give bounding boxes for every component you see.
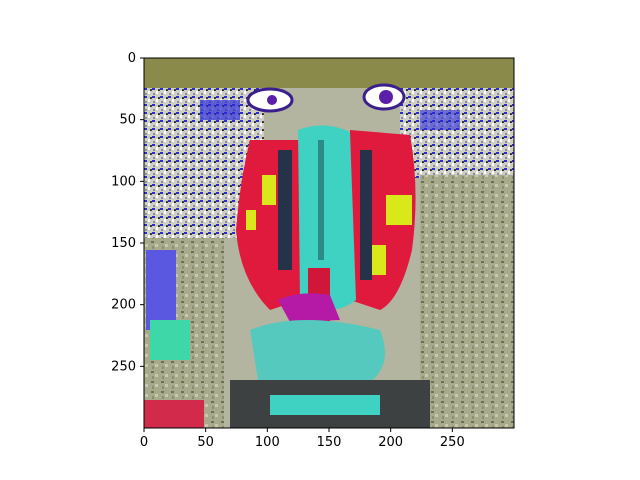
- image-left-dark-1: [278, 150, 292, 270]
- image-left-pupil: [267, 95, 277, 105]
- image-mouth-magenta: [278, 293, 340, 322]
- image-green-blotch-left: [150, 320, 190, 360]
- x-tick-label: 150: [317, 435, 342, 450]
- image-blue-blotch-left: [146, 250, 176, 330]
- image-chin-cyan: [270, 395, 380, 415]
- image-nose-center-dark: [318, 140, 324, 260]
- y-tick-label: 100: [111, 174, 136, 189]
- image-muzzle: [250, 320, 385, 396]
- y-tick-label: 200: [111, 298, 136, 313]
- y-tick-label: 0: [128, 51, 136, 66]
- x-tick-label: 200: [378, 435, 403, 450]
- image-top-band: [144, 58, 514, 88]
- x-tick-label: 50: [197, 435, 214, 450]
- x-tick-label: 250: [440, 435, 465, 450]
- image-nose-bridge: [298, 125, 356, 310]
- y-axis-ticks: 0 50 100 150 200 250: [111, 51, 144, 374]
- image-noise-right: [400, 88, 514, 178]
- image-left-yellow-1: [262, 175, 276, 205]
- image-right-yellow-1: [386, 195, 412, 225]
- image-fur-right: [420, 175, 514, 428]
- y-tick-label: 250: [111, 359, 136, 374]
- x-tick-label: 0: [140, 435, 148, 450]
- image-area: [144, 58, 514, 428]
- x-axis-ticks: 0 50 100 150 200 250: [140, 428, 465, 450]
- image-right-yellow-2: [372, 245, 386, 275]
- image-blue-specks: [200, 100, 240, 120]
- x-tick-label: 100: [255, 435, 280, 450]
- y-tick-label: 50: [119, 113, 136, 128]
- image-right-pupil: [379, 90, 393, 104]
- image-blue-specks-right: [420, 110, 460, 130]
- image-right-dark-1: [360, 150, 372, 280]
- image-left-yellow-2: [246, 210, 256, 230]
- y-tick-label: 150: [111, 236, 136, 251]
- image-red-blotch-bottom: [144, 400, 204, 428]
